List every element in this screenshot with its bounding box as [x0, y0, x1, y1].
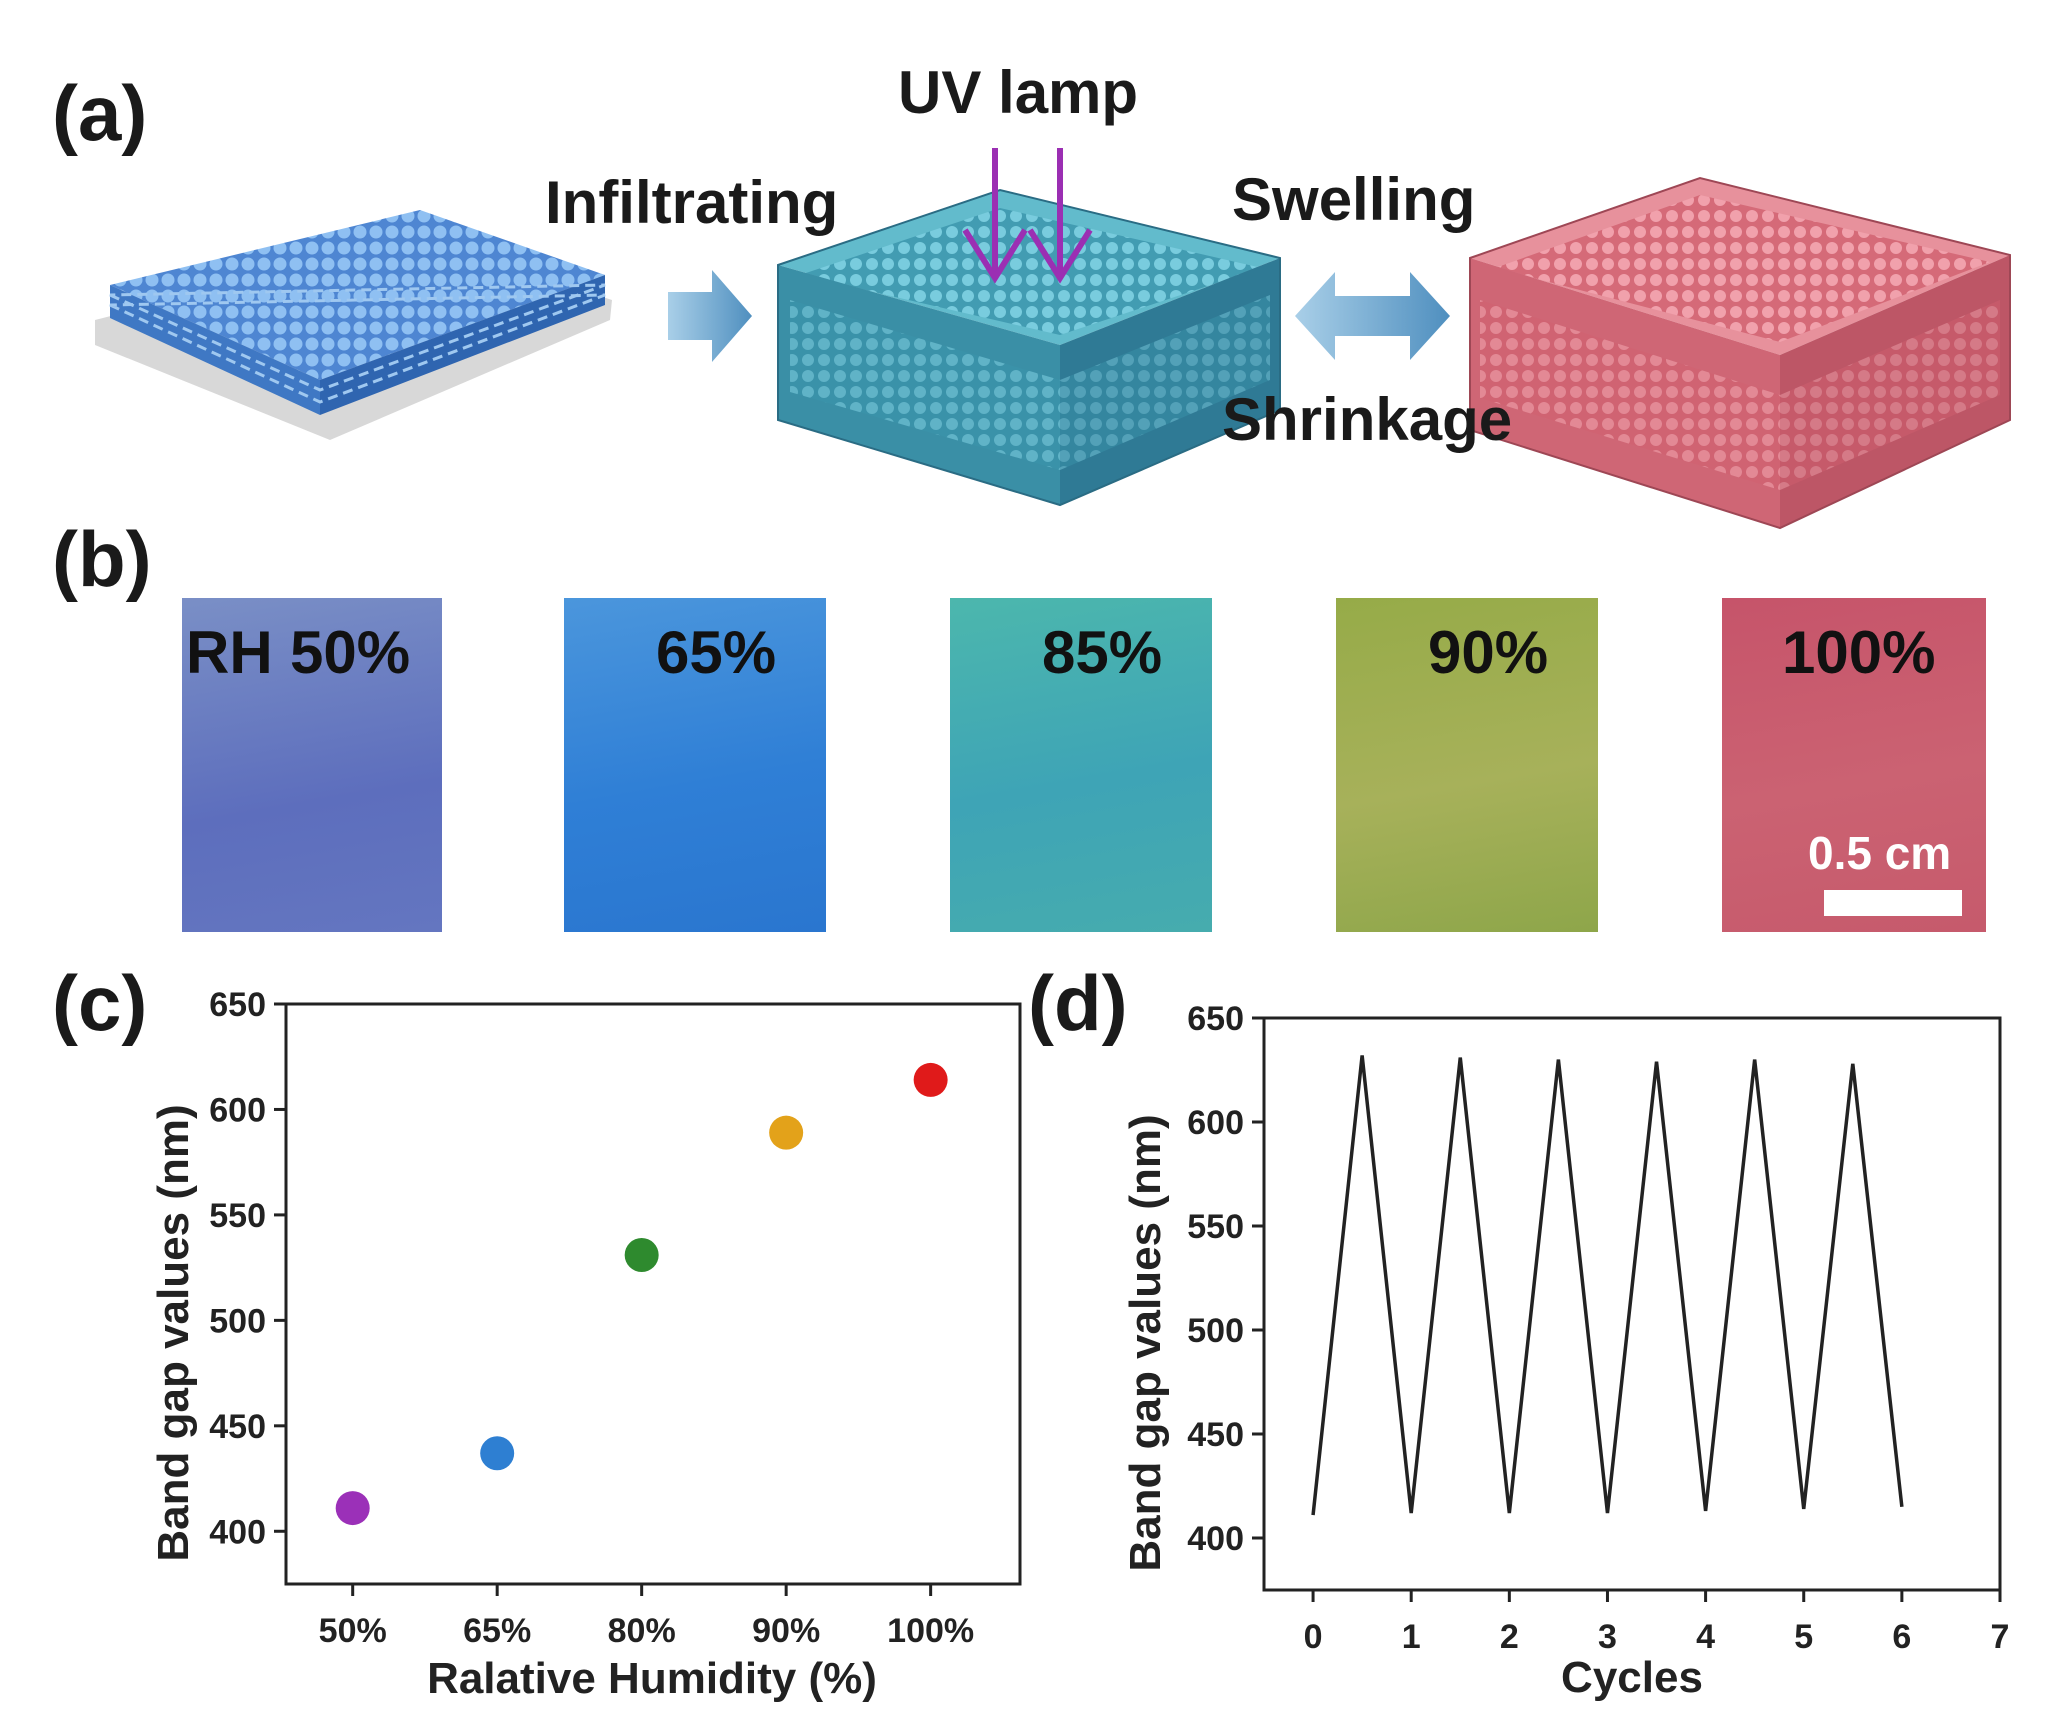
chart-d-ytick-label: 500 — [1187, 1312, 1244, 1350]
chart-c-point-3 — [769, 1115, 804, 1150]
swelling-label: Swelling — [1232, 166, 1476, 233]
chart-c-point-4 — [913, 1062, 948, 1097]
chart-d-xtick-label: 1 — [1402, 1618, 1421, 1656]
chart-c-xtick-label: 65% — [463, 1612, 531, 1650]
chart-c-ytick-label: 500 — [209, 1302, 266, 1340]
chart-c-ytick-label: 650 — [209, 986, 266, 1024]
swatch-rh-50: RH 50% — [182, 598, 442, 932]
chart-c-ylabel: Band gap values (nm) — [149, 1104, 198, 1561]
swatch-label-100: 100% — [1782, 619, 1936, 686]
uv-lamp-arrows — [962, 148, 1093, 284]
chart-d-xtick-label: 7 — [1991, 1618, 2010, 1656]
chart-d-xtick-label: 4 — [1696, 1618, 1715, 1656]
chart-c-xlabel: Ralative Humidity (%) — [427, 1654, 877, 1703]
swatch-label-65: 65% — [656, 619, 777, 686]
chart-c-xtick-label: 80% — [608, 1612, 676, 1650]
scale-bar-label: 0.5 cm — [1808, 827, 1952, 879]
panel-label-a: (a) — [52, 69, 148, 157]
chart-d-ylabel: Band gap values (nm) — [1121, 1114, 1170, 1571]
chart-d-xtick-label: 3 — [1598, 1618, 1617, 1656]
chart-d-frame — [1262, 1016, 2002, 1592]
chart-c-xtick-label: 100% — [887, 1612, 974, 1650]
infiltrated-film-block — [777, 188, 1281, 507]
chart-c-frame — [284, 1002, 1022, 1586]
infiltrate-arrow — [668, 270, 752, 362]
chart-d-ytick-label: 600 — [1187, 1104, 1244, 1142]
scale-bar — [1824, 890, 1962, 916]
panel-label-b: (b) — [52, 515, 152, 603]
chart-c-point-1 — [480, 1436, 515, 1471]
shrinkage-label: Shrinkage — [1222, 386, 1513, 453]
chart-d-ytick-label: 400 — [1187, 1520, 1244, 1558]
chart-c-ytick-label: 400 — [209, 1513, 266, 1551]
chart-d-xtick-label: 5 — [1794, 1618, 1813, 1656]
swatch-label-85: 85% — [1042, 619, 1163, 686]
infiltrating-label: Infiltrating — [545, 169, 839, 236]
rh-prefix-label: RH — [186, 619, 273, 686]
swatch-label-90: 90% — [1428, 619, 1549, 686]
process-schematic — [95, 148, 2011, 530]
cycling-bandgap-chart: Band gap values (nm) Cycles 400450500550… — [1121, 1000, 2010, 1702]
swatch-label-50: 50% — [290, 619, 411, 686]
chart-d-ytick-label: 650 — [1187, 1000, 1244, 1038]
chart-d-xtick-label: 2 — [1500, 1618, 1519, 1656]
chart-d-ytick-label: 550 — [1187, 1208, 1244, 1246]
swelling-shrinkage-arrow — [1295, 272, 1450, 360]
chart-c-xtick-label: 50% — [319, 1612, 387, 1650]
opal-template-block — [95, 210, 612, 440]
chart-c-ytick-label: 450 — [209, 1408, 266, 1446]
chart-d-xtick-label: 6 — [1892, 1618, 1911, 1656]
chart-c-xtick-label: 90% — [752, 1612, 820, 1650]
chart-d-series-line — [1311, 1055, 1904, 1516]
chart-c-point-2 — [624, 1237, 659, 1272]
chart-c-ytick-label: 600 — [209, 1091, 266, 1129]
humidity-bandgap-chart: Band gap values (nm) Ralative Humidity (… — [149, 986, 1022, 1703]
swatch-rh-65: 65% — [564, 598, 826, 932]
panel-label-d: (d) — [1028, 959, 1128, 1047]
swatch-rh-90: 90% — [1336, 598, 1598, 932]
swatch-rh-100: 100% 0.5 cm — [1722, 598, 1986, 932]
swollen-film-block — [1469, 176, 2011, 530]
chart-c-point-0 — [335, 1491, 370, 1526]
uv-lamp-label: UV lamp — [898, 59, 1139, 126]
chart-d-ytick-label: 450 — [1187, 1416, 1244, 1454]
chart-c-ytick-label: 550 — [209, 1197, 266, 1235]
panel-label-c: (c) — [52, 959, 148, 1047]
chart-d-xtick-label: 0 — [1304, 1618, 1323, 1656]
chart-d-xlabel: Cycles — [1561, 1653, 1703, 1702]
swatch-rh-85: 85% — [950, 598, 1212, 932]
